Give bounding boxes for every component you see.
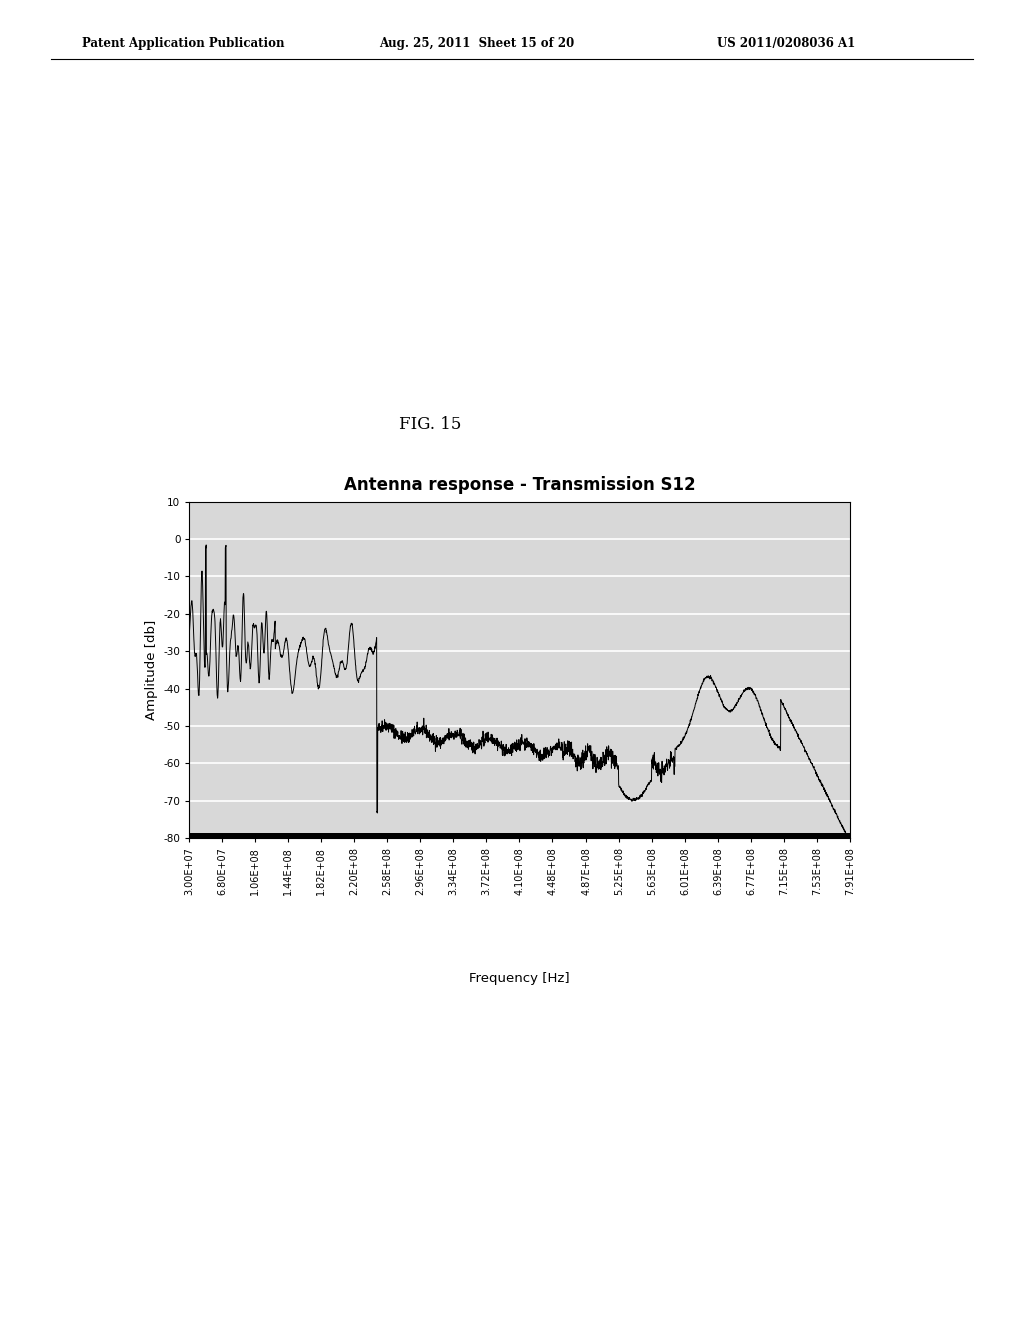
Text: US 2011/0208036 A1: US 2011/0208036 A1 <box>717 37 855 50</box>
Text: FIG. 15: FIG. 15 <box>399 416 461 433</box>
Title: Antenna response - Transmission S12: Antenna response - Transmission S12 <box>344 477 695 495</box>
Text: Patent Application Publication: Patent Application Publication <box>82 37 285 50</box>
X-axis label: Frequency [Hz]: Frequency [Hz] <box>469 972 570 985</box>
Y-axis label: Amplitude [db]: Amplitude [db] <box>145 620 158 719</box>
Text: Aug. 25, 2011  Sheet 15 of 20: Aug. 25, 2011 Sheet 15 of 20 <box>379 37 574 50</box>
Bar <box>189 833 850 838</box>
